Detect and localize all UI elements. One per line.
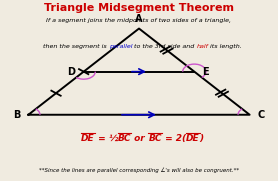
Text: or: or — [131, 134, 148, 143]
Text: DE: DE — [186, 134, 200, 143]
Text: E: E — [203, 67, 209, 77]
Text: parallel: parallel — [109, 44, 132, 49]
Text: ½: ½ — [109, 134, 118, 143]
Text: If a segment joins the midpoints of two sides of a triangle,: If a segment joins the midpoints of two … — [46, 18, 232, 23]
Text: BC: BC — [148, 134, 162, 143]
Text: D: D — [67, 67, 75, 77]
Text: then the segment is: then the segment is — [43, 44, 109, 49]
Text: to the 3rd side and: to the 3rd side and — [132, 44, 197, 49]
Text: half: half — [197, 44, 208, 49]
Text: ): ) — [200, 134, 204, 143]
Text: = 2(: = 2( — [162, 134, 186, 143]
Text: C: C — [258, 110, 265, 120]
Text: BC: BC — [118, 134, 131, 143]
Text: DE: DE — [81, 134, 95, 143]
Text: =: = — [95, 134, 109, 143]
Text: its length.: its length. — [208, 44, 242, 49]
Text: Triangle Midsegment Theorem: Triangle Midsegment Theorem — [44, 3, 234, 13]
Text: A: A — [135, 14, 143, 24]
Text: B: B — [13, 110, 20, 120]
Text: **Since the lines are parallel corresponding ∠'s will also be congruent.**: **Since the lines are parallel correspon… — [39, 168, 239, 173]
